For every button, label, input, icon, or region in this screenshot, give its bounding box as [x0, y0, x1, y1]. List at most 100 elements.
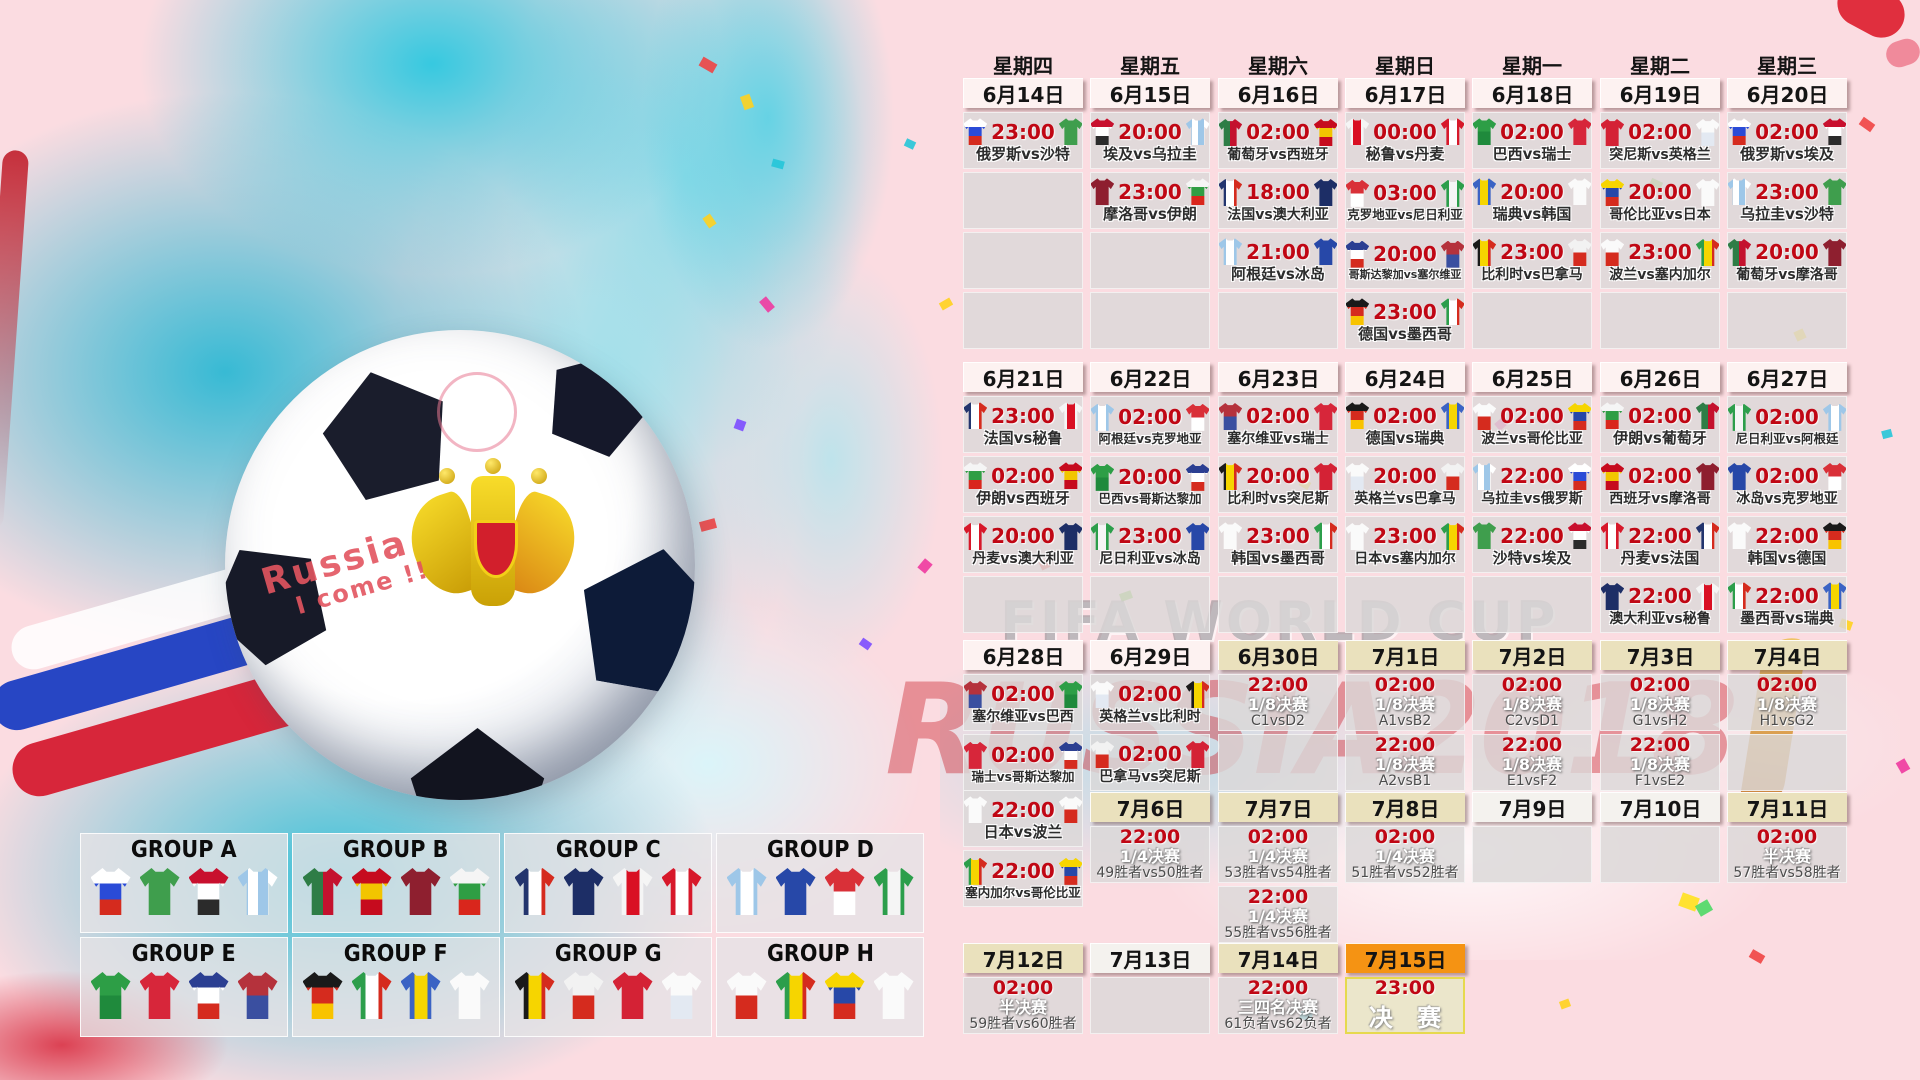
match-row: 23:00: [964, 401, 1082, 430]
team-jersey-icon: [964, 118, 988, 146]
date-header: 6月26日: [1600, 362, 1720, 392]
match-code-label: F1vsE2: [1634, 773, 1686, 790]
match-code-label: C2vsD1: [1505, 713, 1559, 730]
team-jersey-icon: [1601, 402, 1625, 430]
date-header: 6月21日: [963, 362, 1083, 392]
team-jersey-icon: [1346, 522, 1370, 550]
match-teams-label: 英格兰vs巴拿马: [1354, 490, 1456, 507]
match-cell: 02:00 阿根廷vs克罗地亚: [1090, 396, 1210, 453]
team-jersey-icon: [1219, 402, 1243, 430]
match-time: 21:00: [1246, 239, 1310, 264]
weekday-label: 星期日: [1375, 54, 1435, 78]
match-time: 22:00: [991, 859, 1055, 884]
team-jersey-icon: [237, 868, 278, 915]
team-jersey-icon: [1313, 178, 1337, 206]
team-jersey-icon: [1219, 178, 1243, 206]
match-cell: 02:00 俄罗斯vs埃及: [1727, 112, 1847, 169]
match-time: 22:00: [1755, 523, 1819, 548]
match-row: 02:00: [964, 680, 1082, 709]
match-row: 22:00: [1473, 521, 1591, 550]
team-jersey-icon: [1219, 118, 1243, 146]
date-header: 6月25日: [1472, 362, 1592, 392]
match-teams-label: 丹麦vs澳大利亚: [972, 550, 1074, 567]
empty-cell: [1472, 576, 1592, 633]
confetti-piece: [1881, 428, 1893, 440]
match-teams-label: 德国vs墨西哥: [1358, 325, 1452, 344]
team-jersey-icon: [1601, 118, 1625, 146]
match-cell: 22:00 澳大利亚vs秘鲁: [1600, 576, 1720, 633]
team-jersey-icon: [1695, 582, 1719, 610]
match-time: 02:00: [1118, 682, 1182, 707]
empty-cell: [1090, 292, 1210, 349]
match-cell: 02:00 塞尔维亚vs瑞士: [1218, 396, 1338, 453]
group-jersey-row: [90, 972, 278, 1019]
match-time: 22:00: [1629, 734, 1691, 756]
team-jersey-icon: [351, 972, 392, 1019]
date-header: 7月12日: [963, 943, 1083, 973]
match-teams-label: 哥伦比亚vs日本: [1609, 206, 1711, 223]
empty-cell: [1090, 977, 1210, 1034]
team-jersey-icon: [514, 972, 555, 1019]
team-jersey-icon: [661, 868, 702, 915]
group-jersey-row: [726, 972, 914, 1019]
confetti-piece: [1558, 998, 1572, 1010]
team-jersey-icon: [1440, 240, 1464, 268]
match-code-label: 61负者vs62负者: [1224, 1016, 1332, 1033]
stage-label: 1/8决赛: [1629, 694, 1691, 714]
team-jersey-icon: [1440, 298, 1464, 326]
match-teams-label: 乌拉圭vs俄罗斯: [1481, 490, 1583, 507]
team-jersey-icon: [1440, 402, 1464, 430]
match-row: 20:00: [1091, 463, 1209, 492]
match-row: 18:00: [1219, 178, 1337, 207]
confetti-piece: [1895, 758, 1911, 774]
match-cell: 02:00 尼日利亚vs阿根廷: [1727, 396, 1847, 453]
team-jersey-icon: [1567, 462, 1591, 490]
group-jersey-row: [90, 868, 278, 915]
match-row: 20:00: [1091, 117, 1209, 146]
team-jersey-icon: [1185, 680, 1209, 708]
match-time: 02:00: [1628, 464, 1692, 489]
match-cell: 23:00 日本vs塞内加尔: [1345, 516, 1465, 573]
date-header: 6月20日: [1727, 78, 1847, 108]
team-jersey-icon: [139, 972, 180, 1019]
team-jersey-icon: [1313, 462, 1337, 490]
match-row: 21:00: [1219, 237, 1337, 266]
corner-decoration: [1829, 0, 1913, 46]
team-jersey-icon: [188, 972, 229, 1019]
empty-cell: [963, 292, 1083, 349]
stage-label: 三四名决赛: [1237, 997, 1318, 1017]
crown-icon: [485, 458, 501, 474]
team-jersey-icon: [1185, 178, 1209, 206]
match-time: 02:00: [1500, 404, 1564, 429]
team-jersey-icon: [1567, 522, 1591, 550]
team-jersey-icon: [400, 868, 441, 915]
match-row: 20:00: [1473, 177, 1591, 206]
match-teams-label: 韩国vs德国: [1747, 549, 1827, 568]
match-code-label: 53胜者vs54胜者: [1224, 865, 1332, 882]
group-panel: GROUP F: [292, 937, 500, 1037]
crown-icon: [439, 468, 455, 484]
empty-cell: [1218, 292, 1338, 349]
date-header: 6月27日: [1727, 362, 1847, 392]
team-jersey-icon: [1440, 179, 1464, 207]
confetti-piece: [938, 297, 954, 311]
match-row: 22:00: [964, 795, 1082, 824]
team-jersey-icon: [1695, 462, 1719, 490]
match-cell: 23:00 俄罗斯vs沙特: [963, 112, 1083, 169]
match-time: 23:00: [1118, 524, 1182, 549]
empty-cell: [1472, 292, 1592, 349]
match-row: 22:00: [1601, 521, 1719, 550]
match-teams-label: 法国vs澳大利亚: [1227, 206, 1329, 223]
match-teams-label: 瑞典vs韩国: [1492, 205, 1572, 224]
match-time: 23:00: [991, 119, 1055, 144]
team-jersey-icon: [1346, 240, 1370, 268]
date-header: 7月7日: [1218, 792, 1338, 822]
group-panel: GROUP E: [80, 937, 288, 1037]
confetti-piece: [858, 637, 873, 651]
team-jersey-icon: [449, 972, 490, 1019]
empty-cell: [1600, 826, 1720, 883]
empty-cell: [1727, 734, 1847, 791]
empty-cell: [1727, 292, 1847, 349]
match-teams-label: 沙特vs埃及: [1492, 549, 1572, 568]
match-teams-label: 澳大利亚vs秘鲁: [1609, 610, 1711, 627]
